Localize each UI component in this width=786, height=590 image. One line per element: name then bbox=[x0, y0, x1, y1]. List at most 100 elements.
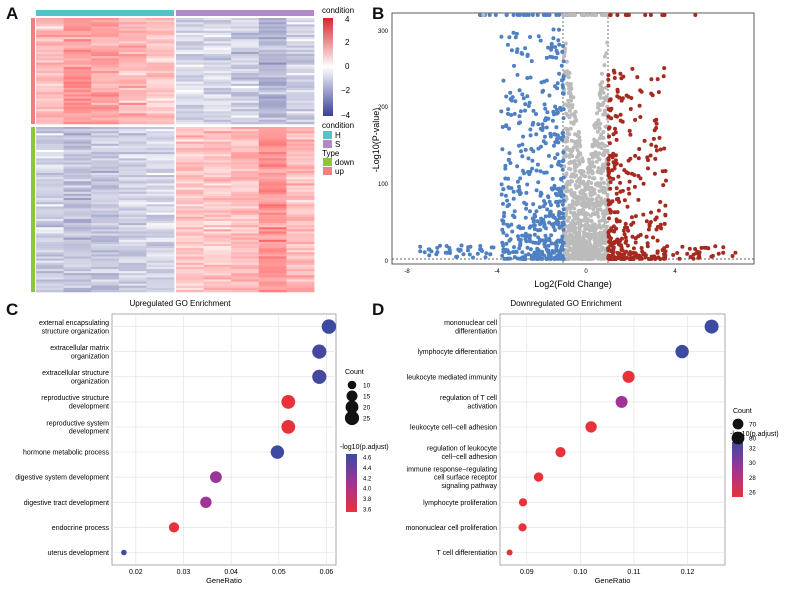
volcano-point bbox=[516, 234, 520, 239]
dotplot-color-legend-label: 3.8 bbox=[363, 497, 372, 503]
heatmap-cell bbox=[91, 187, 120, 190]
heatmap-cell bbox=[258, 275, 287, 278]
heatmap-cell bbox=[258, 92, 287, 95]
heatmap-cell bbox=[118, 269, 147, 272]
heatmap-cell bbox=[63, 252, 92, 255]
volcano-point bbox=[552, 183, 557, 188]
volcano-point bbox=[532, 227, 537, 232]
heatmap-cell bbox=[231, 189, 260, 193]
heatmap-cell bbox=[176, 216, 204, 220]
heatmap-cell bbox=[91, 235, 120, 238]
heatmap-cell bbox=[91, 119, 120, 123]
volcano-point bbox=[543, 106, 548, 111]
heatmap-cell bbox=[146, 54, 175, 57]
volcano-point bbox=[551, 36, 556, 41]
heatmap-cell bbox=[176, 119, 204, 123]
heatmap-cell bbox=[146, 87, 175, 91]
volcano-point bbox=[617, 253, 622, 258]
heatmap-cell bbox=[146, 200, 175, 203]
volcano-point bbox=[559, 177, 564, 182]
heatmap-cell bbox=[91, 49, 120, 53]
volcano-point bbox=[663, 253, 668, 257]
volcano-point bbox=[598, 121, 603, 126]
heatmap-cell bbox=[176, 152, 204, 155]
heatmap-cell bbox=[63, 135, 92, 138]
heatmap-cell bbox=[176, 98, 204, 101]
heatmap-cell bbox=[203, 47, 232, 51]
heatmap-cell bbox=[176, 32, 204, 36]
volcano-point bbox=[578, 170, 583, 175]
volcano-point bbox=[593, 228, 598, 232]
heatmap-cell bbox=[91, 252, 120, 255]
volcano-point bbox=[561, 150, 566, 155]
heatmap-cell bbox=[36, 83, 64, 87]
volcano-point bbox=[561, 44, 565, 48]
heatmap-cell bbox=[63, 77, 92, 80]
volcano-point bbox=[599, 141, 604, 146]
heatmap-cell bbox=[176, 177, 204, 180]
heatmap-cell bbox=[258, 85, 287, 89]
heatmap-legend-type-title: Type bbox=[322, 149, 340, 158]
volcano-point bbox=[619, 247, 624, 252]
volcano-point bbox=[586, 198, 591, 203]
dotplot-point bbox=[281, 420, 296, 434]
heatmap-cell bbox=[91, 175, 120, 178]
volcano-point bbox=[471, 255, 475, 260]
heatmap-cell bbox=[258, 137, 287, 140]
volcano-point bbox=[591, 207, 596, 212]
heatmap-cell bbox=[231, 183, 260, 186]
heatmap-cell bbox=[203, 77, 232, 80]
heatmap-cell bbox=[203, 158, 232, 161]
volcano-point bbox=[603, 124, 608, 129]
heatmap-cell bbox=[146, 135, 175, 138]
volcano-point bbox=[564, 145, 569, 150]
heatmap-cell bbox=[91, 264, 120, 268]
heatmap-cell bbox=[118, 92, 147, 95]
heatmap-cell bbox=[286, 220, 315, 224]
heatmap-cell bbox=[146, 158, 175, 161]
heatmap-cell bbox=[176, 104, 204, 108]
volcano-point bbox=[613, 126, 617, 131]
heatmap-cell bbox=[231, 18, 260, 21]
heatmap-cell bbox=[231, 115, 260, 118]
heatmap-cell bbox=[203, 113, 232, 116]
volcano-point bbox=[455, 254, 460, 259]
heatmap-cell bbox=[63, 185, 92, 188]
heatmap-cell bbox=[176, 264, 204, 268]
heatmap-cell bbox=[203, 218, 232, 222]
volcano-point bbox=[501, 187, 506, 192]
heatmap-cell bbox=[36, 239, 64, 243]
dotplot-category-label: external encapsulating structure organiza… bbox=[39, 320, 109, 335]
dotplot-color-legend-label: 4.0 bbox=[363, 487, 372, 493]
heatmap-cell bbox=[176, 92, 204, 95]
heatmap-cell bbox=[258, 156, 287, 159]
volcano-point bbox=[534, 112, 538, 116]
heatmap-cell bbox=[36, 100, 64, 104]
heatmap-cell bbox=[63, 149, 92, 153]
dotplot-xtick: 0.10 bbox=[574, 569, 588, 576]
heatmap-cell bbox=[91, 111, 120, 114]
heatmap-cell bbox=[91, 273, 120, 276]
heatmap-cell bbox=[231, 212, 260, 216]
heatmap-cell bbox=[146, 152, 175, 155]
heatmap-cell bbox=[63, 51, 92, 55]
volcano-point bbox=[547, 214, 552, 218]
heatmap-cell bbox=[63, 208, 92, 211]
volcano-point bbox=[505, 198, 510, 203]
heatmap-cell bbox=[118, 131, 147, 134]
heatmap-cell bbox=[231, 139, 260, 142]
heatmap-cell bbox=[231, 264, 260, 268]
heatmap-cell bbox=[203, 271, 232, 274]
heatmap-cell bbox=[146, 273, 175, 276]
heatmap-cell bbox=[231, 98, 260, 101]
heatmap-cell bbox=[146, 193, 175, 197]
heatmap-cell bbox=[146, 37, 175, 40]
volcano-point bbox=[550, 250, 555, 255]
heatmap-cell bbox=[176, 100, 204, 104]
heatmap-cell bbox=[286, 133, 315, 136]
volcano-point bbox=[547, 220, 552, 225]
heatmap-cell bbox=[36, 187, 64, 190]
volcano-point bbox=[559, 190, 564, 195]
heatmap-cell bbox=[118, 252, 147, 255]
heatmap-cell bbox=[63, 191, 92, 195]
